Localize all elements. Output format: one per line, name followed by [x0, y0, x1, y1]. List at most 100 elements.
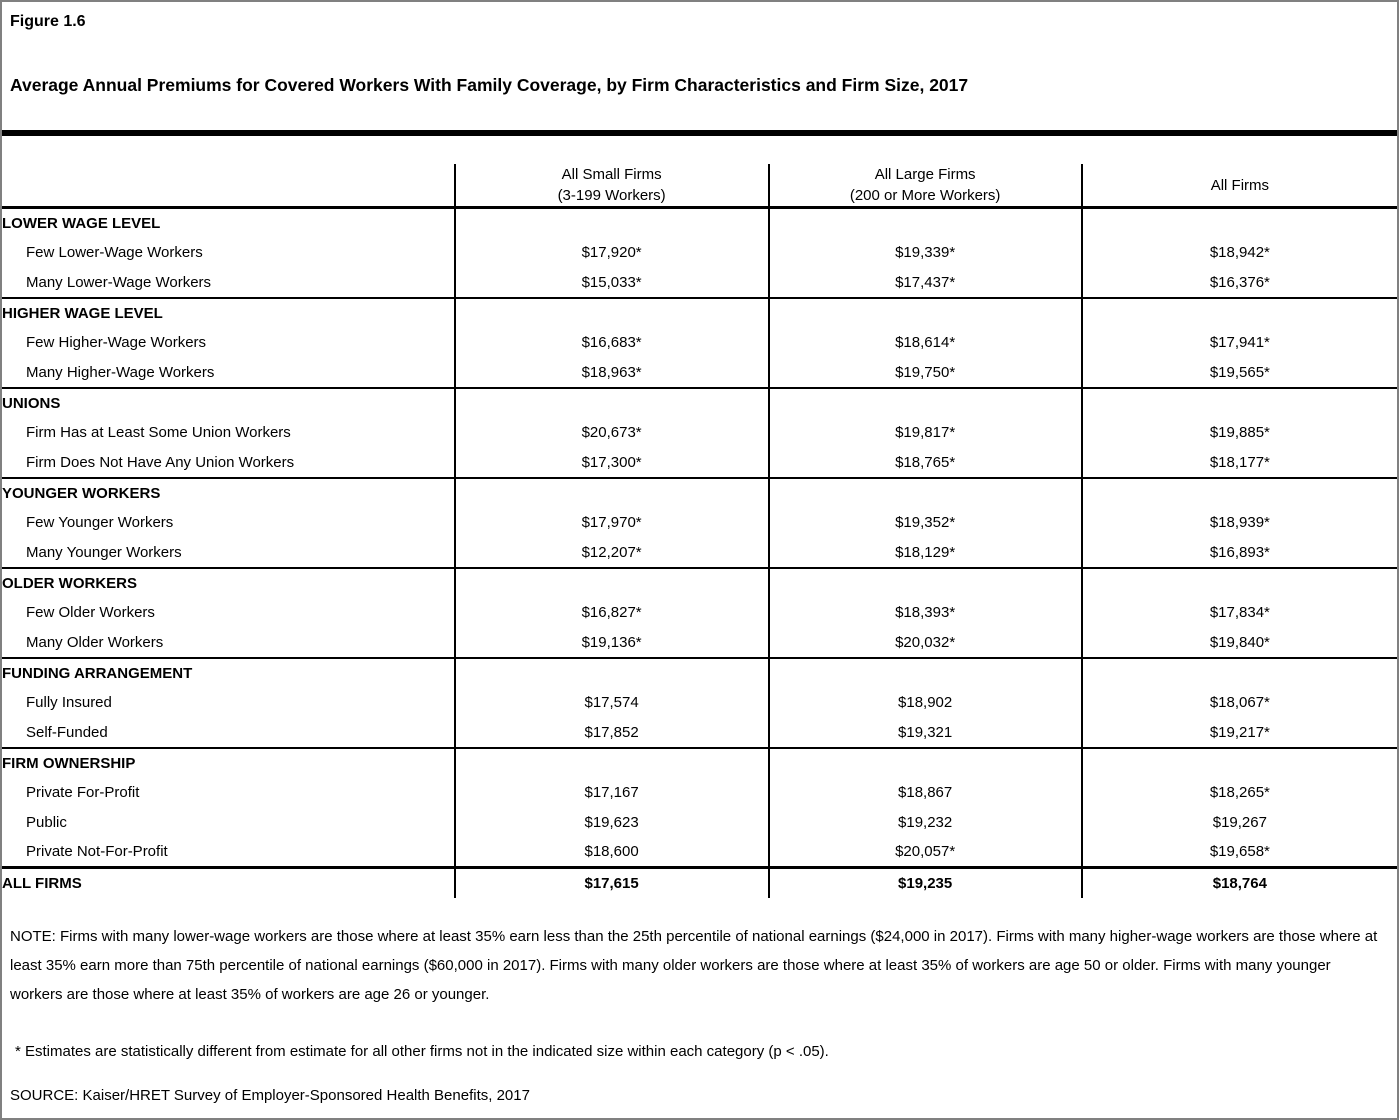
value-cell: $17,574: [453, 687, 769, 718]
empty-cell: [767, 297, 1082, 328]
table-row: Fully Insured $17,574 $18,902 $18,067*: [2, 687, 1397, 718]
value-cell: $19,217*: [1080, 717, 1397, 748]
value-cell: $17,970*: [453, 507, 769, 538]
row-label: Many Older Workers: [26, 633, 164, 651]
value-cell: $19,352*: [767, 507, 1082, 538]
row-label: Many Younger Workers: [26, 543, 182, 561]
table-row: Few Younger Workers $17,970* $19,352* $18,9…: [2, 507, 1397, 538]
row-label: Many Lower-Wage Workers: [26, 273, 212, 291]
category-label: UNIONS: [2, 394, 61, 412]
value-cell: $17,167: [453, 777, 769, 808]
value-cell: $18,129*: [767, 537, 1082, 568]
value-cell: $19,750*: [767, 357, 1082, 388]
category-label: HIGHER WAGE LEVEL: [2, 304, 163, 322]
empty-cell: [1080, 297, 1397, 328]
row-label: Private Not-For-Profit: [26, 843, 168, 861]
column-header-line2: (200 or More Workers): [849, 187, 1001, 204]
value-cell: $19,623: [453, 807, 769, 838]
value-cell: $17,941*: [1080, 327, 1397, 358]
empty-cell: [767, 657, 1082, 688]
row-label: Firm Has at Least Some Union Workers: [26, 424, 291, 441]
total-value-cell: $19,235: [767, 867, 1082, 898]
empty-cell: [1080, 477, 1397, 508]
table-row: Self-Funded $17,852 $19,321 $19,217*: [2, 717, 1397, 748]
category-row: LOWER WAGE LEVEL: [2, 207, 1397, 238]
row-label: Few Lower-Wage Workers: [26, 244, 203, 261]
value-cell: $18,902: [767, 687, 1082, 718]
row-label: Few Higher-Wage Workers: [26, 334, 207, 351]
empty-cell: [767, 567, 1082, 598]
title-divider-rule: [2, 130, 1397, 136]
total-row: ALL FIRMS $17,615 $19,235 $18,764: [2, 867, 1397, 898]
category-row: OLDER WORKERS: [2, 567, 1397, 598]
table-row: Many Older Workers $19,136* $20,032* $19,84…: [2, 627, 1397, 658]
value-cell: $18,393*: [767, 597, 1082, 628]
notes-block: NOTE: Firms with many lower-wage workers…: [2, 922, 1397, 1110]
value-cell: $18,614*: [767, 327, 1082, 358]
empty-cell: [767, 747, 1082, 778]
value-cell: $19,840*: [1080, 627, 1397, 658]
column-header-all-firms: All Firms: [1080, 164, 1397, 208]
category-label: OLDER WORKERS: [2, 574, 137, 592]
value-cell: $19,136*: [453, 627, 769, 658]
value-cell: $17,920*: [453, 237, 769, 268]
table-row: Few Higher-Wage Workers $16,683* $18,614* $…: [2, 327, 1397, 358]
value-cell: $18,963*: [453, 357, 769, 388]
value-cell: $20,057*: [767, 837, 1082, 868]
value-cell: $19,565*: [1080, 357, 1397, 388]
column-header-line1: All Small Firms: [561, 166, 662, 183]
empty-cell: [453, 477, 769, 508]
table-row: Public $19,623 $19,232 $19,267: [2, 807, 1397, 838]
value-cell: $18,265*: [1080, 777, 1397, 808]
value-cell: $20,673*: [453, 417, 769, 448]
value-cell: $19,339*: [767, 237, 1082, 268]
source-text: SOURCE: Kaiser/HRET Survey of Employer-S…: [10, 1086, 530, 1104]
value-cell: $15,033*: [453, 267, 769, 298]
total-row-label: ALL FIRMS: [2, 874, 82, 892]
table-body: LOWER WAGE LEVEL Few Lower-Wage Workers $1…: [2, 207, 1397, 898]
empty-cell: [453, 567, 769, 598]
column-header-line1: All Firms: [1210, 176, 1270, 194]
row-label: Few Older Workers: [26, 604, 155, 621]
value-cell: $17,852: [453, 717, 769, 748]
category-row: HIGHER WAGE LEVEL: [2, 297, 1397, 328]
value-cell: $19,321: [767, 717, 1082, 748]
corner-cell: [2, 164, 455, 208]
value-cell: $18,177*: [1080, 447, 1397, 478]
total-value-cell: $17,615: [453, 867, 769, 898]
value-cell: $18,765*: [767, 447, 1082, 478]
value-cell: $19,267: [1080, 807, 1397, 838]
row-label: Many Higher-Wage Workers: [26, 363, 215, 381]
value-cell: $12,207*: [453, 537, 769, 568]
empty-cell: [453, 657, 769, 688]
table-row: Few Older Workers $16,827* $18,393* $17,834…: [2, 597, 1397, 628]
empty-cell: [453, 747, 769, 778]
row-label: Private For-Profit: [26, 784, 140, 801]
value-cell: $18,867: [767, 777, 1082, 808]
table-row: Firm Has at Least Some Union Workers $20,…: [2, 417, 1397, 448]
table-row: Many Younger Workers $12,207* $18,129* $16,…: [2, 537, 1397, 568]
figure-label: Figure 1.6: [10, 13, 86, 30]
category-label: LOWER WAGE LEVEL: [2, 214, 161, 232]
empty-cell: [1080, 207, 1397, 238]
value-cell: $16,827*: [453, 597, 769, 628]
column-header-line2: (3-199 Workers): [557, 187, 666, 204]
table-row: Many Higher-Wage Workers $18,963* $19,750*…: [2, 357, 1397, 388]
row-label: Firm Does Not Have Any Union Workers: [26, 453, 295, 471]
empty-cell: [453, 207, 769, 238]
row-label: Self-Funded: [26, 723, 108, 741]
empty-cell: [1080, 387, 1397, 418]
table-row: Few Lower-Wage Workers $17,920* $19,339* $1…: [2, 237, 1397, 268]
empty-cell: [453, 297, 769, 328]
value-cell: $19,817*: [767, 417, 1082, 448]
empty-cell: [1080, 747, 1397, 778]
page-title: Average Annual Premiums for Covered Work…: [10, 75, 969, 95]
category-label: FUNDING ARRANGEMENT: [2, 664, 193, 682]
empty-cell: [767, 477, 1082, 508]
value-cell: $18,600: [453, 837, 769, 868]
total-value-cell: $18,764: [1080, 867, 1397, 898]
category-row: FUNDING ARRANGEMENT: [2, 657, 1397, 688]
table-row: Firm Does Not Have Any Union Workers $17,…: [2, 447, 1397, 478]
value-cell: $18,939*: [1080, 507, 1397, 538]
